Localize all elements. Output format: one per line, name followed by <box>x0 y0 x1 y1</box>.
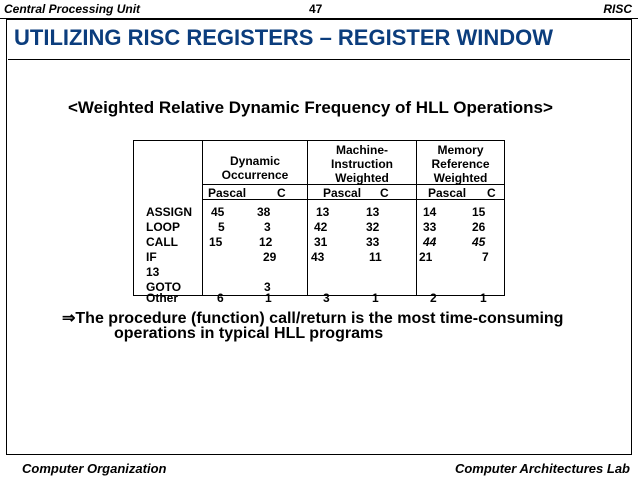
cell-value: 11 <box>369 250 382 264</box>
header-line: Reference <box>431 157 490 171</box>
cell-value: 12 <box>259 235 273 249</box>
cell-value: 3 <box>264 280 271 294</box>
conclusion-bullet: ⇒The procedure (function) call/return is… <box>62 308 568 328</box>
cell-value: 44 <box>423 235 437 249</box>
header-dynamic-occurrence: Dynamic Occurrence <box>202 154 308 182</box>
header-memory-reference-weighted: Memory Reference Weighted <box>416 143 505 185</box>
subheader-pascal: Pascal <box>428 186 467 200</box>
header-line: Instruction <box>331 157 393 171</box>
cell-value-overflow: 13 <box>146 265 160 279</box>
subheader-c: C <box>487 186 496 200</box>
header-divider <box>0 18 638 19</box>
bullet-text-line2: operations in typical HLL programs <box>114 325 384 342</box>
cell-value: 3 <box>323 291 330 305</box>
table-header-divider <box>202 184 505 185</box>
header-course-title: Central Processing Unit <box>4 2 141 16</box>
cell-value: 38 <box>257 205 271 219</box>
header-line: Memory <box>437 143 484 157</box>
header-line: Weighted <box>335 171 389 185</box>
cell-value: 1 <box>480 291 487 305</box>
row-label-call: CALL <box>146 235 178 249</box>
cell-value: 5 <box>218 220 225 234</box>
cell-value: 1 <box>265 291 272 305</box>
page-number: 47 <box>309 2 323 16</box>
header-line: Dynamic <box>229 154 281 168</box>
cell-value: 14 <box>423 205 437 219</box>
header-machine-instruction-weighted: Machine- Instruction Weighted <box>307 143 417 185</box>
header-topic: RISC <box>603 2 632 16</box>
cell-value: 32 <box>366 220 380 234</box>
cell-value: 21 <box>419 250 433 264</box>
cell-value: 3 <box>264 220 271 234</box>
subheader-c: C <box>380 186 389 200</box>
cell-value: 42 <box>314 220 328 234</box>
cell-value: 13 <box>316 205 330 219</box>
header-line: Machine- <box>335 143 388 157</box>
header-line: Weighted <box>433 171 488 185</box>
title-divider <box>8 59 630 60</box>
implication-arrow-icon: ⇒ <box>62 310 76 327</box>
cell-value: 31 <box>314 235 328 249</box>
row-label-goto: GOTO <box>146 280 182 294</box>
cell-value: 29 <box>263 250 277 264</box>
footer-lab: Computer Architectures Lab <box>454 461 630 476</box>
cell-value: 15 <box>209 235 223 249</box>
cell-value: 26 <box>472 220 486 234</box>
slide-frame <box>6 19 632 455</box>
subheader-pascal: Pascal <box>323 186 362 200</box>
cell-value: 33 <box>423 220 437 234</box>
cell-value: 45 <box>472 235 486 249</box>
cell-value: 2 <box>430 291 437 305</box>
cell-value: 13 <box>366 205 380 219</box>
cell-value: 6 <box>217 291 224 305</box>
row-label-assign: ASSIGN <box>146 205 193 219</box>
header-line: Occurrence <box>221 168 289 182</box>
row-label-other: Other <box>146 291 179 305</box>
bullet-text-line1: The procedure (function) call/return is … <box>75 310 564 327</box>
subheader-pascal: Pascal <box>208 186 247 200</box>
table-subheader-divider <box>202 199 505 200</box>
row-label-loop: LOOP <box>146 220 181 234</box>
row-label-if: IF <box>146 250 157 264</box>
subheader-c: C <box>277 186 286 200</box>
frequency-table: Dynamic Occurrence Machine- Instruction … <box>133 140 505 296</box>
cell-value: 15 <box>472 205 486 219</box>
cell-value: 1 <box>372 291 379 305</box>
slide-title: UTILIZING RISC REGISTERS – REGISTER WIND… <box>14 25 554 50</box>
cell-value: 33 <box>366 235 380 249</box>
table-group-box-memory <box>416 140 505 296</box>
cell-value: 43 <box>311 250 325 264</box>
cell-value: 7 <box>482 250 489 264</box>
cell-value: 45 <box>211 205 225 219</box>
footer-course: Computer Organization <box>22 461 167 476</box>
table-caption: <Weighted Relative Dynamic Frequency of … <box>68 98 553 117</box>
